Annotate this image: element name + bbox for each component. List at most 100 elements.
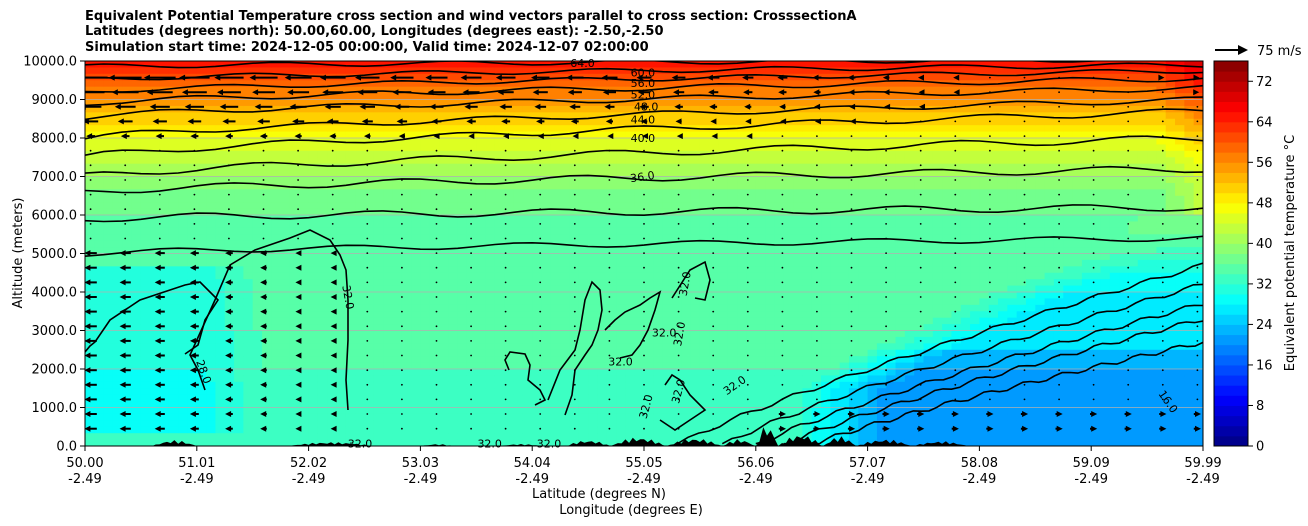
field-cell [485, 259, 496, 267]
field-cell [196, 80, 207, 88]
field-cell [830, 215, 841, 223]
field-cell [411, 125, 421, 133]
field-cell [140, 259, 151, 267]
field-cell [411, 304, 421, 312]
field-cell [336, 208, 347, 216]
field-cell [355, 324, 366, 332]
field-cell [550, 336, 561, 344]
field-cell [699, 375, 710, 383]
field-cell [252, 292, 263, 300]
field-cell [569, 202, 580, 210]
field-cell [159, 433, 170, 441]
field-cell [373, 407, 384, 415]
field-cell [793, 407, 803, 415]
field-cell [606, 426, 617, 434]
field-cell [597, 138, 608, 146]
field-cell [94, 279, 105, 287]
field-cell [373, 311, 384, 319]
field-cell [802, 433, 813, 441]
field-cell [793, 401, 803, 409]
field-cell [262, 163, 272, 171]
field-cell [550, 279, 561, 287]
field-cell [131, 292, 142, 300]
field-cell [588, 394, 599, 402]
field-cell [616, 272, 626, 280]
field-cell [485, 157, 496, 165]
field-cell [411, 362, 421, 370]
field-cell [411, 394, 421, 402]
field-cell [122, 176, 133, 184]
field-cell [411, 86, 421, 94]
field-cell [550, 170, 561, 178]
field-cell [718, 112, 729, 120]
field-cell [765, 80, 776, 88]
field-cell [755, 73, 766, 81]
field-cell [439, 157, 449, 165]
field-cell [234, 112, 244, 120]
field-cell [187, 311, 198, 319]
field-cell [550, 163, 561, 171]
field-cell [327, 304, 338, 312]
field-cell [103, 349, 114, 357]
field-cell [345, 157, 356, 165]
field-cell [821, 125, 831, 133]
field-cell [476, 285, 487, 293]
field-cell [746, 118, 757, 126]
field-cell [671, 413, 682, 421]
field-cell [644, 381, 654, 389]
field-cell [839, 253, 850, 261]
field-cell [150, 356, 161, 364]
field-cell [234, 99, 244, 107]
field-cell [159, 176, 170, 184]
field-cell [94, 311, 105, 319]
field-cell [168, 401, 179, 409]
field-cell [392, 285, 403, 293]
field-cell [466, 375, 477, 383]
field-cell [755, 375, 766, 383]
field-cell [690, 298, 701, 306]
field-cell [466, 221, 477, 229]
field-cell [671, 202, 682, 210]
field-cell [94, 401, 105, 409]
field-cell [644, 311, 654, 319]
field-cell [504, 189, 515, 197]
field-cell [215, 221, 226, 229]
field-cell [243, 433, 254, 441]
field-cell [234, 125, 244, 133]
field-cell [364, 157, 375, 165]
field-cell [373, 131, 384, 139]
field-cell [429, 292, 440, 300]
field-cell [103, 292, 114, 300]
field-cell [625, 336, 636, 344]
field-cell [616, 317, 626, 325]
field-cell [243, 170, 254, 178]
field-cell [280, 93, 291, 101]
field-cell [131, 285, 142, 293]
field-cell [159, 394, 170, 402]
field-cell [504, 336, 515, 344]
field-cell [429, 125, 440, 133]
field-cell [821, 401, 831, 409]
field-cell [476, 304, 487, 312]
field-cell [839, 195, 850, 203]
field-cell [476, 330, 487, 338]
field-cell [569, 330, 580, 338]
field-cell [262, 426, 272, 434]
field-cell [793, 272, 803, 280]
field-cell [597, 285, 608, 293]
field-cell [839, 144, 850, 152]
field-cell [252, 349, 263, 357]
field-cell [681, 298, 692, 306]
field-cell [606, 170, 617, 178]
field-cell [122, 285, 133, 293]
field-cell [848, 420, 859, 428]
field-cell [112, 176, 123, 184]
field-cell [588, 157, 599, 165]
field-cell [299, 234, 310, 242]
field-cell [196, 118, 207, 126]
field-cell [327, 189, 338, 197]
field-cell [541, 272, 552, 280]
field-cell [271, 189, 282, 197]
field-cell [821, 311, 831, 319]
field-cell [625, 292, 636, 300]
